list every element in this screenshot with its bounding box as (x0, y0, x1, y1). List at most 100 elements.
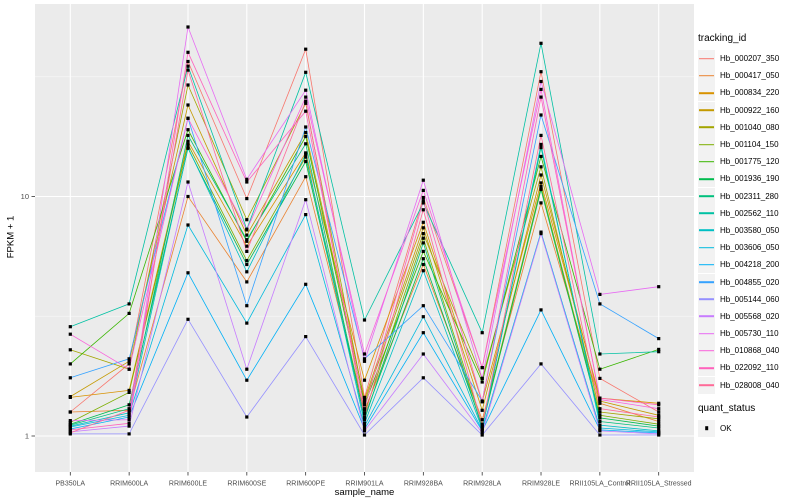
data-point (186, 180, 190, 184)
y-axis-title: FPKM + 1 (5, 215, 17, 259)
data-point (480, 429, 484, 433)
data-point (657, 407, 661, 411)
data-point (304, 282, 308, 286)
data-point (186, 133, 190, 137)
legend-item-label: Hb_000207_350 (720, 54, 780, 64)
data-point (598, 292, 602, 296)
data-point (362, 357, 367, 361)
data-point (657, 417, 661, 421)
data-point (598, 401, 602, 405)
data-point (127, 432, 131, 436)
legend-key (698, 187, 715, 205)
x-tick-label: RRIM600SE (227, 481, 266, 488)
data-point (539, 308, 543, 312)
data-point (245, 249, 249, 253)
data-point (362, 418, 367, 422)
legend-key (698, 325, 715, 343)
data-point (186, 64, 190, 68)
legend-line-swatch-icon (699, 315, 714, 318)
data-point (598, 429, 602, 433)
data-point (186, 223, 190, 227)
data-point (304, 47, 308, 51)
legend-key (698, 359, 715, 377)
data-point (186, 116, 190, 120)
data-point (68, 419, 72, 423)
legend-item-label: Hb_004855_020 (720, 277, 780, 287)
data-point (304, 70, 308, 74)
legend-line-swatch-icon (699, 126, 714, 129)
x-tick-label: RRIM600LA (110, 481, 148, 488)
data-point (245, 238, 249, 242)
legend-item-label: Hb_005568_020 (720, 311, 780, 321)
data-point (539, 95, 543, 99)
legend-item: Hb_000922_160 (698, 101, 798, 119)
data-point (598, 410, 602, 414)
legend-key (698, 256, 715, 274)
data-point (127, 408, 131, 412)
data-point (657, 419, 661, 424)
legend-key (698, 376, 715, 394)
data-point (362, 427, 367, 431)
legend-title-tracking-id: tracking_id (698, 33, 747, 44)
data-point (362, 403, 367, 407)
legend-item-ok: OK (698, 419, 798, 437)
data-point (362, 352, 367, 356)
data-point (421, 178, 425, 182)
legend-item-label: Hb_004218_200 (720, 260, 780, 270)
legend-item-label: Hb_000834_220 (720, 88, 780, 98)
legend-line-swatch-icon (699, 281, 714, 283)
data-point (245, 228, 249, 232)
legend-line-swatch-icon (699, 349, 714, 352)
data-point (304, 335, 308, 339)
data-point (598, 416, 602, 420)
legend-item: Hb_000834_220 (698, 84, 798, 102)
data-point (539, 185, 543, 189)
x-tick-label: RRIM600LE (169, 481, 207, 488)
data-point (657, 424, 661, 428)
data-point (421, 195, 425, 200)
legend-line-swatch-icon (699, 212, 714, 215)
data-point (421, 315, 425, 319)
data-point (127, 390, 131, 394)
data-point (539, 181, 543, 185)
legend-item-label: Hb_002311_280 (720, 191, 779, 201)
legend-key (698, 101, 715, 119)
data-point (539, 41, 543, 45)
data-point (304, 142, 308, 146)
data-point (362, 397, 367, 402)
legend-item-label: Hb_001775_120 (720, 157, 780, 167)
legend-key (698, 84, 715, 102)
data-point (362, 359, 367, 363)
data-point (186, 128, 190, 132)
data-point (539, 113, 543, 117)
y-tick-label: 1 (25, 432, 29, 441)
data-point (362, 424, 367, 428)
data-point (245, 321, 249, 325)
data-point (304, 101, 308, 105)
legend-item: Hb_010868_040 (698, 342, 798, 360)
data-point (421, 376, 425, 380)
legend-key (698, 136, 715, 154)
legend-key (698, 307, 715, 325)
legend-item-label: Hb_001936_190 (720, 174, 780, 184)
legend-line-swatch-icon (699, 143, 714, 146)
legend-item-label: Hb_000922_160 (720, 105, 780, 115)
legend-key (698, 170, 715, 188)
legend-item: Hb_004855_020 (698, 273, 798, 291)
legend-item: Hb_001104_150 (698, 136, 798, 154)
data-point (304, 125, 308, 129)
data-point (68, 325, 72, 329)
data-point (480, 331, 484, 335)
legend-item-label: Hb_005730_110 (720, 329, 779, 339)
data-point (421, 232, 425, 236)
legend-line-swatch-icon (699, 246, 714, 249)
data-point (598, 407, 602, 411)
data-point (421, 236, 425, 240)
data-point (127, 311, 131, 315)
data-point (421, 188, 425, 192)
data-point (127, 421, 131, 425)
data-point (362, 421, 367, 425)
data-point (127, 424, 131, 428)
data-point (68, 332, 72, 336)
